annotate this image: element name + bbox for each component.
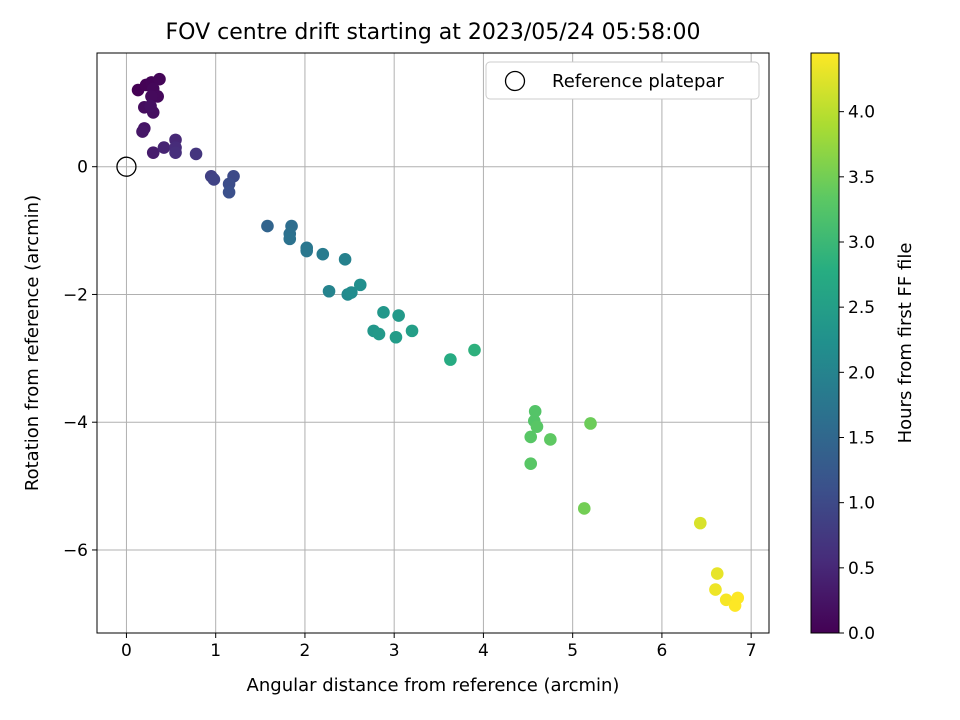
data-point	[169, 146, 182, 159]
y-axis-label: Rotation from reference (arcmin)	[22, 195, 43, 491]
y-axis-ticks: 0 −2 −4 −6	[63, 158, 97, 561]
colorbar-tick-label: 2.0	[848, 363, 875, 383]
x-tick-label: 3	[389, 641, 400, 661]
data-point	[283, 232, 297, 246]
chart-title: FOV centre drift starting at 2023/05/24 …	[166, 20, 701, 45]
colorbar-tick-label: 4.0	[848, 103, 875, 123]
x-tick-label: 7	[746, 641, 757, 661]
legend-marker	[504, 70, 526, 92]
data-point	[157, 141, 171, 154]
y-tick-label: 0	[77, 158, 88, 178]
colorbar-tick-label: 3.5	[848, 168, 875, 188]
x-tick-label: 5	[567, 641, 578, 661]
data-point	[528, 405, 542, 418]
colorbar-label: Hours from first FF file	[895, 243, 916, 444]
data-point	[207, 173, 221, 186]
x-tick-label: 0	[121, 641, 132, 661]
colorbar-tick-label: 0.5	[848, 559, 875, 579]
data-point	[584, 417, 597, 430]
x-tick-label: 1	[210, 641, 221, 661]
x-axis-ticks: 0 1 2 3 4 5 6 7	[121, 633, 757, 661]
data-point	[189, 147, 203, 161]
legend-entry: Reference platepar	[552, 71, 724, 92]
data-point	[222, 185, 236, 199]
colorbar-gradient	[810, 52, 840, 634]
data-point	[728, 599, 742, 612]
data-point	[145, 90, 158, 103]
data-point	[144, 99, 157, 113]
data-point	[444, 353, 457, 366]
data-point	[392, 309, 405, 322]
data-point	[524, 430, 538, 444]
data-point	[710, 567, 724, 580]
reference-point	[116, 156, 137, 177]
data-point	[530, 420, 544, 433]
data-point	[300, 244, 314, 258]
colorbar-tick-label: 2.5	[848, 298, 875, 318]
y-tick-label: −4	[63, 413, 88, 433]
colorbar-tick-label: 3.0	[848, 233, 875, 253]
colorbar-tick-label: 1.5	[848, 428, 875, 448]
grid-lines	[97, 53, 769, 633]
x-tick-label: 4	[478, 641, 489, 661]
data-point	[353, 278, 367, 292]
data-point	[377, 306, 390, 319]
data-point	[136, 125, 149, 138]
legend-box	[485, 61, 760, 100]
data-point	[322, 284, 336, 298]
data-point	[719, 593, 733, 607]
colorbar: 0.0 0.5 1.0 1.5 2.0 2.5 3.0 3.5 4.0 Hours from f…	[810, 52, 916, 644]
data-point	[345, 286, 358, 299]
data-point	[544, 433, 557, 446]
data-point	[389, 330, 403, 344]
y-tick-label: −2	[63, 285, 88, 305]
reference-layer	[116, 156, 137, 177]
data-point	[468, 343, 481, 357]
scatter-points	[131, 72, 745, 612]
data-point	[693, 516, 707, 530]
data-point	[146, 146, 160, 159]
data-point	[524, 457, 538, 471]
data-point	[261, 219, 274, 233]
x-tick-label: 2	[300, 641, 311, 661]
x-tick-label: 6	[656, 641, 667, 661]
data-point	[405, 324, 419, 338]
colorbar-tick-label: 1.0	[848, 494, 875, 514]
data-point	[709, 583, 722, 596]
data-point	[372, 327, 386, 341]
plot-frame	[96, 52, 770, 634]
data-point	[316, 247, 330, 261]
y-tick-label: −6	[63, 541, 88, 561]
data-point	[153, 72, 166, 86]
colorbar-tick-label: 0.0	[848, 624, 875, 644]
x-axis-label: Angular distance from reference (arcmin)	[247, 675, 620, 696]
data-point	[577, 502, 591, 515]
data-point	[338, 253, 352, 266]
legend: Reference platepar	[485, 61, 760, 100]
colorbar-ticks: 0.0 0.5 1.0 1.5 2.0 2.5 3.0 3.5 4.0	[839, 103, 875, 644]
